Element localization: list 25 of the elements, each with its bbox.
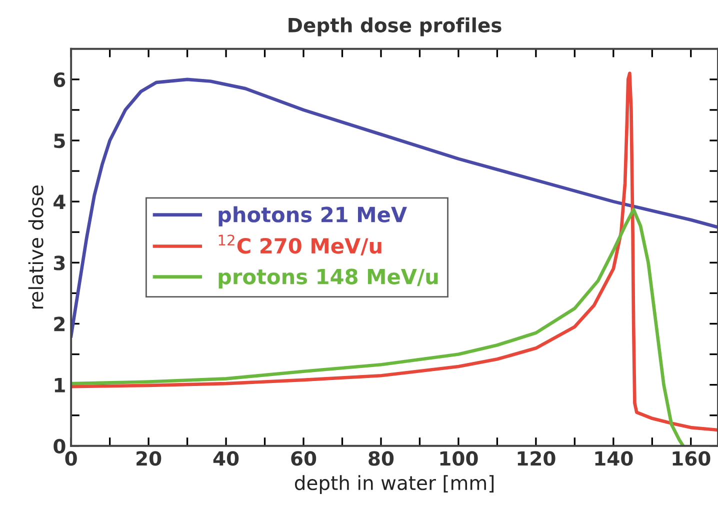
- x-axis-title: depth in water [mm]: [294, 475, 494, 494]
- y-axis-title: relative dose: [28, 185, 44, 309]
- chart-title: Depth dose profiles: [288, 17, 502, 36]
- y-tick-label: 2: [54, 316, 65, 332]
- legend-label: photons 21 MeV: [218, 206, 407, 226]
- y-tick-label: 4: [54, 194, 66, 209]
- x-tick-label: 160: [672, 451, 710, 466]
- x-tick-label: 80: [368, 451, 394, 466]
- x-tick-label: 40: [213, 451, 239, 466]
- legend-label: $^{12}$C 270 MeV/u: [218, 234, 382, 256]
- y-tick-label: 1: [54, 378, 65, 392]
- x-tick-label: 0: [65, 451, 77, 466]
- line-series: [71, 72, 718, 432]
- x-tick-label: 100: [440, 451, 478, 466]
- legend-label: protons 148 MeV/u: [218, 268, 438, 288]
- line-series: [71, 208, 685, 446]
- y-tick-label: 6: [54, 72, 66, 88]
- line-series: [71, 78, 718, 338]
- y-tick-label: 0: [54, 438, 66, 454]
- y-tick-label: 3: [54, 256, 65, 270]
- x-tick-label: 140: [595, 451, 633, 466]
- x-tick-label: 120: [518, 451, 556, 466]
- x-tick-label: 60: [291, 451, 316, 466]
- y-tick-label: 5: [54, 134, 65, 148]
- x-tick-label: 20: [136, 451, 162, 466]
